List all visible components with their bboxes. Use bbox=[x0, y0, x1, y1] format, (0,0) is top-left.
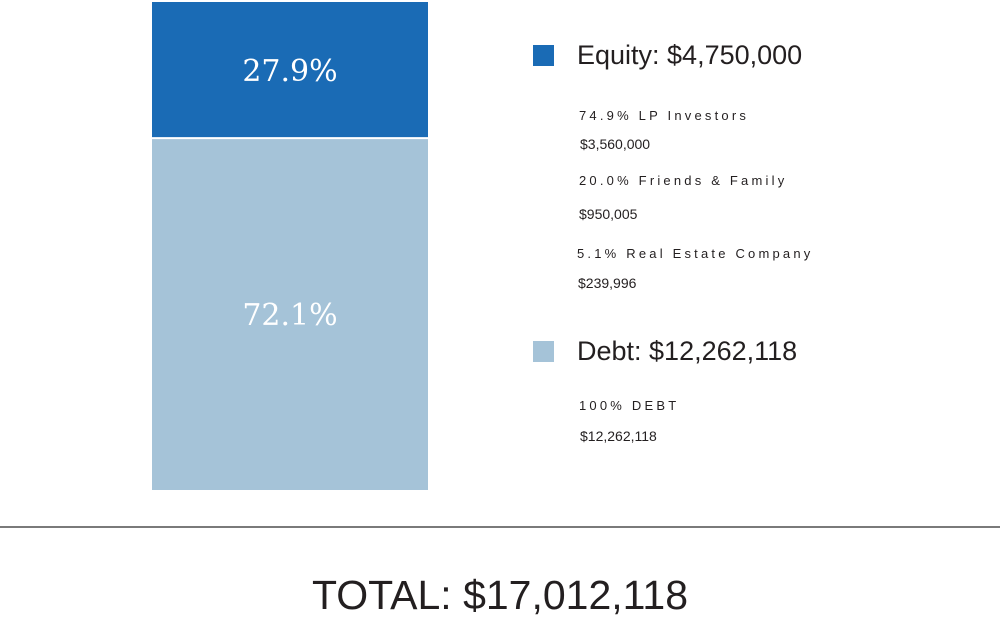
debt-item-amount: $12,262,118 bbox=[580, 428, 657, 444]
equity-item-amount: $950,005 bbox=[579, 206, 638, 222]
debt-bar-segment bbox=[152, 138, 428, 491]
total-label: TOTAL: $17,012,118 bbox=[311, 572, 689, 618]
equity-item-label: 5.1% Real Estate Company bbox=[577, 246, 814, 261]
equity-item-amount: $3,560,000 bbox=[580, 136, 651, 152]
equity-title: Equity: $4,750,000 bbox=[577, 40, 803, 70]
debt-item-label: 100% DEBT bbox=[579, 398, 680, 413]
divider bbox=[0, 526, 1000, 528]
debt-title: Debt: $12,262,118 bbox=[577, 336, 798, 366]
equity-bar-segment bbox=[152, 2, 428, 139]
equity-item-amount: $239,996 bbox=[578, 275, 637, 291]
equity-item-label: 74.9% LP Investors bbox=[579, 108, 750, 123]
stacked-bar-chart: 27.9% 72.1% bbox=[152, 2, 428, 491]
equity-data-label: 27.9% bbox=[242, 54, 337, 89]
equity-swatch bbox=[533, 45, 554, 66]
equity-item-label: 20.0% Friends & Family bbox=[579, 173, 788, 188]
debt-swatch bbox=[533, 341, 554, 362]
debt-data-label: 72.1% bbox=[242, 298, 337, 333]
